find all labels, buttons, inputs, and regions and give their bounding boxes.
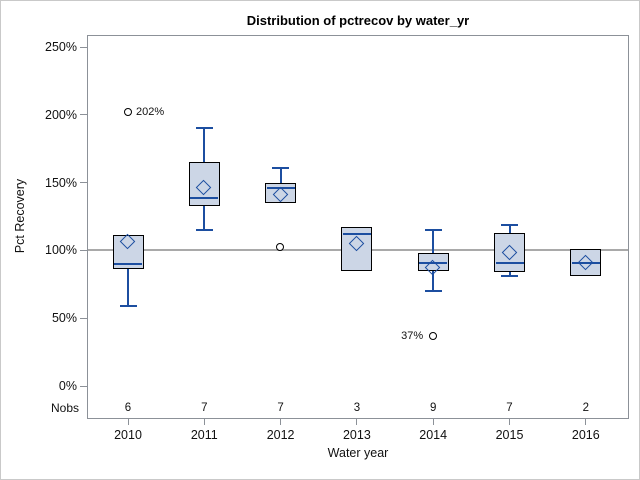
median-line-2011 bbox=[190, 196, 219, 199]
x-axis-tick-label-2010: 2010 bbox=[114, 428, 142, 442]
x-axis-tick bbox=[585, 419, 587, 425]
x-axis-tick bbox=[509, 419, 510, 425]
lower-whisker-cap-2010 bbox=[119, 304, 137, 307]
y-axis-title: Pct Recovery bbox=[13, 178, 27, 254]
outlier-point-2010 bbox=[123, 107, 132, 116]
outlier-label-2010: 202% bbox=[136, 106, 165, 119]
chart-title: Distribution of pctrecov by water_yr bbox=[246, 13, 470, 28]
upper-whisker-cap-2014 bbox=[424, 229, 442, 232]
nobs-value-2013: 3 bbox=[353, 402, 361, 414]
y-axis-tick-label: 150% bbox=[45, 175, 77, 190]
nobs-value-2010: 6 bbox=[124, 402, 132, 414]
upper-whisker-2012 bbox=[279, 167, 282, 183]
outlier-point-2014 bbox=[428, 331, 437, 340]
y-axis-tick-label: 250% bbox=[45, 40, 77, 54]
x-axis-tick-label-2014: 2014 bbox=[419, 428, 448, 442]
x-axis-tick-label-2011: 2011 bbox=[190, 428, 218, 442]
outlier-point-2012 bbox=[276, 243, 285, 252]
y-axis-tick bbox=[80, 249, 87, 251]
lower-whisker-cap-2011 bbox=[195, 229, 213, 232]
y-axis-tick-label: 200% bbox=[45, 107, 77, 122]
x-axis-tick-label-2013: 2013 bbox=[342, 428, 371, 442]
nobs-value-2012: 7 bbox=[277, 402, 284, 414]
x-axis-tick-label-2015: 2015 bbox=[495, 428, 524, 442]
y-axis-tick bbox=[80, 317, 87, 319]
lower-whisker-cap-2015 bbox=[501, 275, 518, 278]
x-axis-tick-label-2012: 2012 bbox=[266, 428, 295, 442]
median-line-2014 bbox=[419, 261, 448, 264]
y-axis-tick bbox=[80, 385, 87, 387]
x-axis-tick bbox=[203, 419, 205, 425]
median-line-2013 bbox=[342, 233, 371, 236]
lower-whisker-2011 bbox=[203, 205, 206, 231]
upper-whisker-cap-2011 bbox=[195, 127, 213, 130]
nobs-value-2011: 7 bbox=[201, 402, 208, 414]
x-axis-tick bbox=[280, 419, 282, 425]
y-axis-tick bbox=[80, 46, 87, 48]
upper-whisker-2014 bbox=[432, 230, 435, 254]
nobs-value-2014: 9 bbox=[429, 402, 437, 414]
y-axis-tick bbox=[80, 114, 87, 116]
lower-whisker-2010 bbox=[127, 269, 129, 306]
median-line-2016 bbox=[571, 261, 600, 264]
nobs-value-2015: 7 bbox=[506, 402, 513, 414]
x-axis-tick-label-2016: 2016 bbox=[571, 428, 600, 442]
nobs-value-2016: 2 bbox=[582, 402, 589, 414]
upper-whisker-cap-2015 bbox=[501, 223, 518, 226]
y-axis-tick bbox=[80, 182, 87, 184]
lower-whisker-2014 bbox=[432, 270, 435, 292]
nobs-row-label: Nobs bbox=[50, 401, 79, 415]
median-line-2012 bbox=[266, 187, 295, 190]
box-2015 bbox=[494, 232, 525, 273]
x-axis-tick bbox=[432, 419, 434, 425]
y-axis-tick-label: 0% bbox=[58, 379, 77, 393]
median-line-2015 bbox=[495, 261, 524, 264]
median-line-2010 bbox=[114, 262, 142, 265]
upper-whisker-2015 bbox=[508, 224, 511, 233]
y-axis-tick-label: 50% bbox=[51, 311, 77, 326]
x-axis-tick bbox=[127, 419, 129, 425]
upper-whisker-cap-2012 bbox=[272, 166, 290, 169]
y-axis-tick-label: 100% bbox=[45, 243, 77, 258]
x-axis-title: Water year bbox=[327, 446, 389, 460]
lower-whisker-cap-2014 bbox=[424, 290, 442, 293]
upper-whisker-2011 bbox=[203, 128, 206, 163]
lower-whisker-2015 bbox=[508, 272, 511, 277]
outlier-label-2014: 37% bbox=[401, 329, 424, 342]
plot-area-border bbox=[87, 35, 629, 419]
x-axis-tick bbox=[356, 419, 358, 425]
